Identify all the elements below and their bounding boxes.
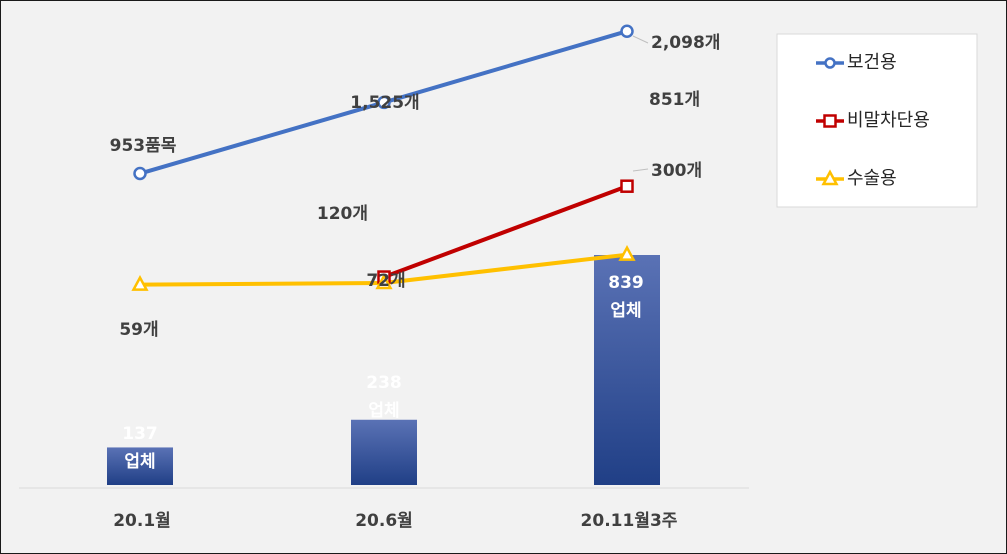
x-tick-label: 20.11월3주 bbox=[581, 511, 678, 531]
marker-health bbox=[133, 166, 147, 181]
marker-health bbox=[620, 24, 634, 38]
data-label-health: 1,525개 bbox=[350, 93, 419, 113]
marker-droplet bbox=[620, 179, 634, 193]
data-label-health: 2,098개 bbox=[651, 33, 720, 53]
bar-unit-label: 업체 bbox=[610, 301, 641, 321]
data-label-surgical: 300개 bbox=[651, 161, 702, 181]
leader-line bbox=[632, 168, 649, 172]
bar-20-1 bbox=[107, 447, 173, 485]
legend-label-surgical: 수술용 bbox=[847, 168, 897, 189]
legend-key-marker bbox=[821, 169, 839, 186]
legend-label-health: 보건용 bbox=[847, 52, 897, 73]
data-label-health: 953품목 bbox=[110, 136, 177, 156]
x-tick-label: 20.1월 bbox=[113, 511, 171, 531]
bar-unit-label: 업체 bbox=[368, 401, 399, 421]
data-label-surgical: 59개 bbox=[119, 320, 158, 340]
data-label-surgical: 72개 bbox=[366, 271, 405, 291]
series-line-droplet bbox=[383, 184, 628, 279]
bar-20-11-3 bbox=[594, 255, 660, 485]
bar-value-label: 839 bbox=[608, 273, 644, 293]
legend-key-marker bbox=[823, 114, 837, 128]
marker-surgical bbox=[131, 275, 149, 291]
legend-label-droplet: 비말차단용 bbox=[847, 110, 930, 131]
leader-line bbox=[632, 35, 649, 44]
data-label-droplet: 120개 bbox=[317, 204, 368, 224]
legend-key-marker bbox=[824, 57, 836, 69]
bar-20-6 bbox=[351, 419, 417, 485]
marker-health bbox=[377, 95, 391, 110]
marker-surgical bbox=[375, 273, 393, 290]
data-label-droplet: 851개 bbox=[649, 90, 700, 110]
legend: 보건용 비말차단용 수술용 bbox=[776, 33, 978, 208]
legend-box bbox=[776, 33, 978, 208]
x-tick-label: 20.6월 bbox=[355, 511, 413, 531]
bar-value-label: 238 bbox=[366, 373, 402, 393]
marker-surgical bbox=[618, 245, 636, 261]
bar-unit-label: 업체 bbox=[124, 452, 155, 472]
bar-value-label: 137 bbox=[122, 424, 158, 444]
